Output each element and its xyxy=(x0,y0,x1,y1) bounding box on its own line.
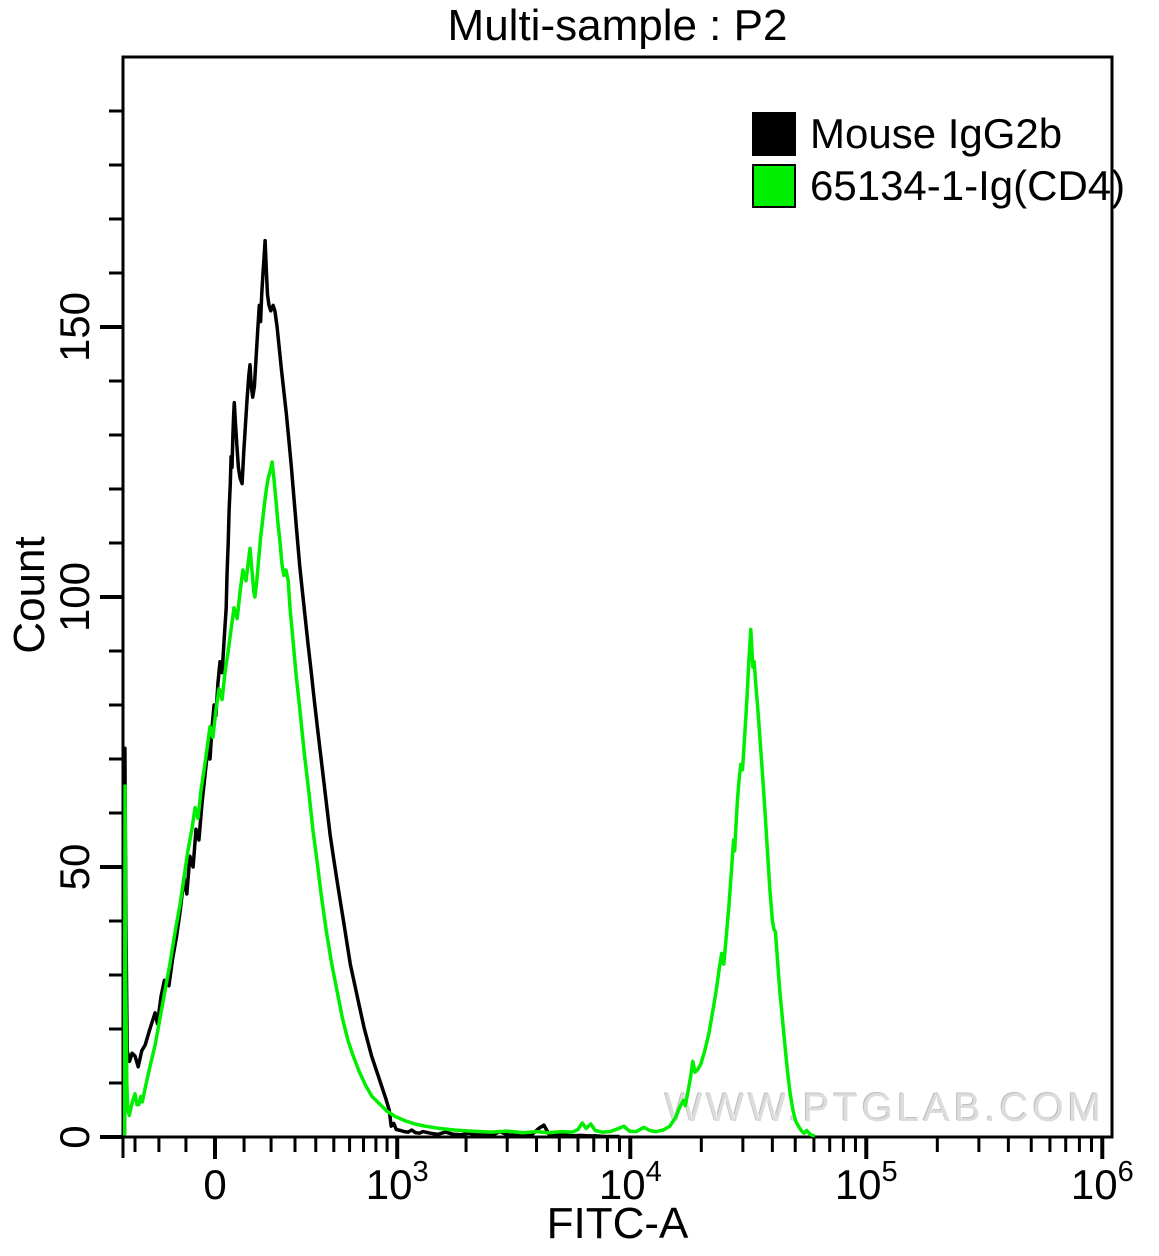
curve-cd4 xyxy=(123,460,816,1138)
legend: Mouse IgG2b 65134-1-Ig(CD4) xyxy=(752,112,1125,216)
legend-label-cd4: 65134-1-Ig(CD4) xyxy=(810,162,1126,209)
legend-swatch-black xyxy=(752,112,796,156)
y-tick-label: 50 xyxy=(51,844,98,891)
legend-item-mouse-igg2b: Mouse IgG2b xyxy=(752,112,1125,156)
legend-label-mouse-igg2b: Mouse IgG2b xyxy=(810,110,1063,157)
y-tick-label: 100 xyxy=(51,562,98,632)
watermark-text: WWW.PTGLAB.COM xyxy=(664,1086,1105,1130)
curve-mouse-igg2b xyxy=(123,238,620,1139)
x-tick-label: 103 xyxy=(366,1156,429,1208)
x-tick-label: 105 xyxy=(835,1156,898,1208)
legend-swatch-green xyxy=(752,164,796,208)
y-tick-label: 0 xyxy=(51,1125,98,1148)
y-tick-label: 150 xyxy=(51,292,98,362)
x-tick-label: 0 xyxy=(203,1161,226,1208)
chart-title: Multi-sample : P2 xyxy=(447,1,788,50)
legend-item-cd4: 65134-1-Ig(CD4) xyxy=(752,164,1125,208)
x-axis-label: FITC-A xyxy=(546,1199,689,1248)
x-tick-label: 104 xyxy=(599,1156,662,1208)
plot-frame xyxy=(121,55,1114,1139)
x-tick-label: 106 xyxy=(1071,1156,1134,1208)
